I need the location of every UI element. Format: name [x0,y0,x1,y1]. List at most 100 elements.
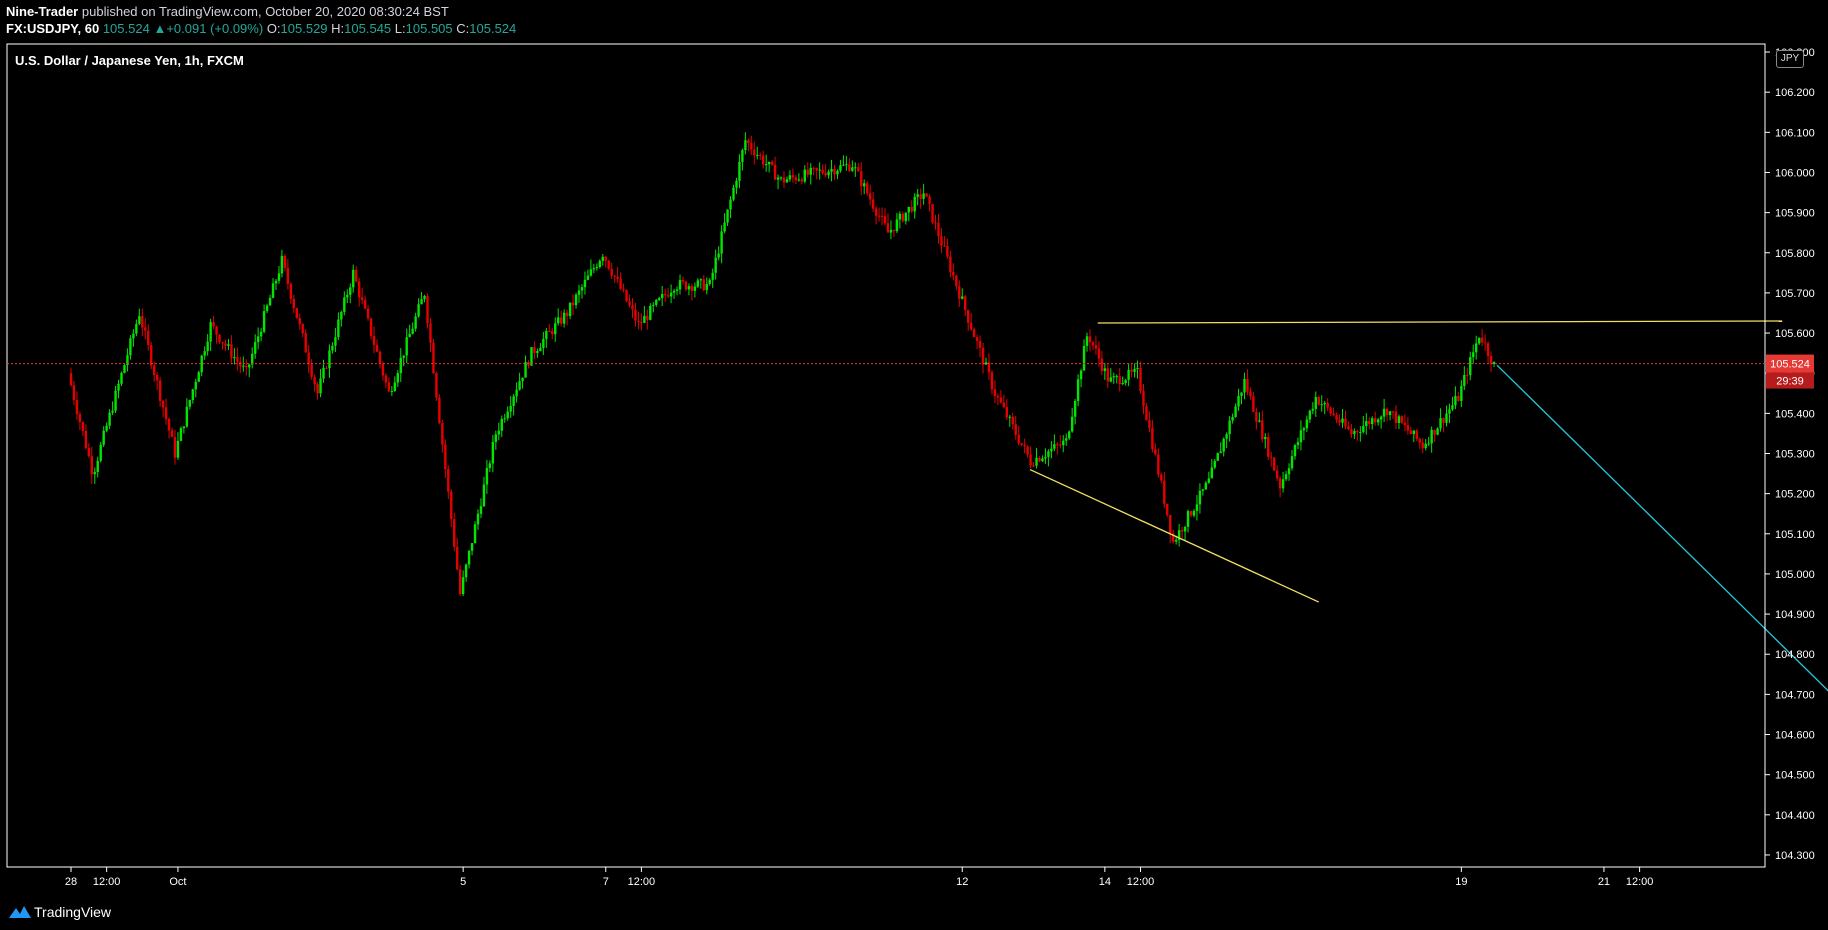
candle-body [1448,409,1451,414]
close-value: 105.524 [469,21,517,36]
candle-body [1151,428,1154,450]
price-axis[interactable]: 106.300106.200106.100106.000105.900105.8… [6,43,1815,868]
candle-body [316,384,319,394]
candle-body [280,255,284,274]
candle-body [1189,511,1193,516]
candle-body [955,275,958,287]
candle-body [458,569,462,595]
candle-body [450,491,453,520]
candle-body [735,180,738,188]
candle-body [554,323,557,335]
candle-body [672,290,676,293]
arrow-drawing[interactable] [1496,364,1828,807]
candle-body [1299,430,1303,443]
candle-body [877,215,881,217]
candle-body [871,199,875,209]
currency-badge[interactable]: JPY [1776,50,1804,68]
candle-body [1139,367,1142,391]
candle-body [132,333,135,339]
candle-body [762,155,765,165]
candle-body [1109,377,1112,382]
candle-body [821,169,824,173]
candle-body [1204,482,1208,490]
candle-body [1091,342,1095,346]
candle-body [230,344,233,358]
candle-body [515,389,518,397]
candle-body [236,357,239,362]
candle-body [179,428,183,441]
y-tick-label: 105.700 [1775,288,1815,300]
candle-body [1293,445,1297,457]
open-label: O: [266,21,281,36]
symbol-label: FX:USDJPY, 60 [6,21,100,36]
candle-body [741,150,744,162]
candle-body [1472,352,1475,358]
x-tick-label: 12:00 [1626,876,1654,888]
candle-body [1029,454,1032,466]
candle-body [619,278,622,289]
candle-body [1192,510,1196,516]
candle-body [1127,369,1130,380]
candle-body [123,365,126,373]
candle-body [984,362,988,365]
trendline-drawing[interactable] [1029,468,1320,603]
candle-body [227,344,230,346]
candle-body [1391,411,1395,413]
candle-body [1371,418,1374,425]
candle-body [111,410,114,413]
x-tick-label: 12 [956,876,968,888]
candle-body [423,295,426,300]
candle-body [693,286,697,291]
published-text: published on TradingView.com, October 20… [81,4,449,19]
y-tick-label: 104.400 [1775,810,1815,822]
candle-body [1237,395,1240,407]
y-tick-label: 104.500 [1775,770,1815,782]
candle-body [1281,479,1285,489]
candle-body [1433,429,1436,435]
tradingview-logo-icon[interactable] [8,902,32,922]
candle-body [191,389,195,401]
candle-body [610,268,613,276]
candle-body [417,304,420,317]
candle-body [147,330,150,346]
candle-body [1427,443,1430,445]
candle-body [1451,405,1454,410]
trendline-drawing[interactable] [1097,320,1783,324]
candle-body [203,351,206,356]
candle-body [1106,368,1110,382]
candle-body [1100,358,1104,372]
candle-body [485,467,489,485]
candle-body [1201,489,1205,491]
time-axis[interactable]: 2812:00Oct5712:00121412:00192112:0026281… [65,867,1828,888]
x-tick-label: 12:00 [628,876,656,888]
candle-body [1362,425,1365,433]
y-tick-label: 104.600 [1775,730,1815,742]
tradingview-brand[interactable]: TradingView [34,904,112,920]
candle-body [307,352,310,365]
candle-body [1160,474,1163,481]
candle-body [794,177,798,181]
candle-body [1338,419,1341,423]
candle-body [1252,396,1255,412]
candle-body [1186,511,1190,527]
candle-body [1154,449,1157,455]
candle-body [868,193,872,200]
candle-body [1136,367,1139,369]
candle-body [791,175,795,178]
author-name[interactable]: Nine-Trader [6,4,79,19]
y-tick-label: 104.800 [1775,649,1815,661]
candle-body [1056,444,1059,446]
high-value: 105.545 [344,21,392,36]
candle-body [1207,478,1211,483]
candle-body [396,373,399,383]
candle-body [678,280,682,290]
candle-body [1344,418,1347,427]
candle-body [1403,422,1407,426]
last-price: 105.524 [102,21,150,36]
drawing-tools[interactable] [1029,320,1828,807]
candle-body [1073,400,1077,417]
candle-body [851,167,854,171]
y-tick-label: 105.600 [1775,328,1815,340]
candle-body [975,337,979,341]
